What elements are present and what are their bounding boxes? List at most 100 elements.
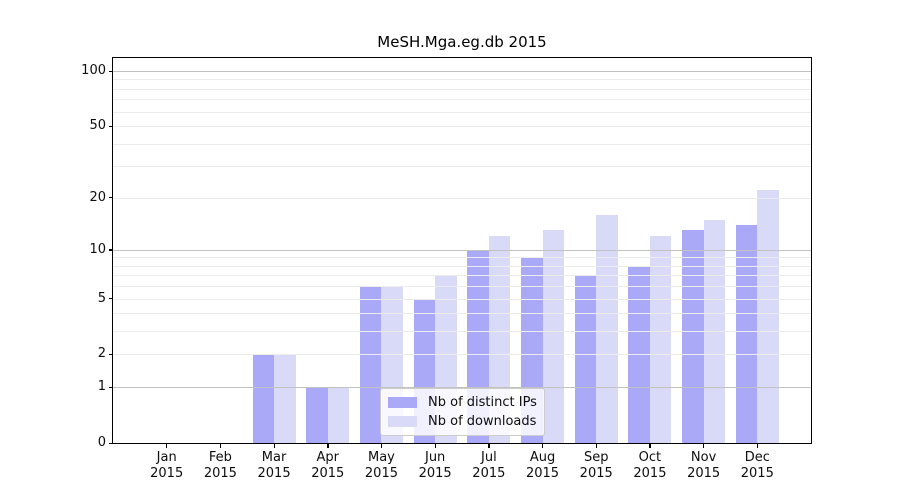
gridline-minor — [113, 88, 811, 90]
x-tick-label-year: 2015 — [257, 465, 291, 481]
gridline-minor — [113, 331, 811, 333]
bar-nb-of-distinct-ips — [574, 275, 597, 443]
legend-label-distinct-ips: Nb of distinct IPs — [428, 395, 537, 410]
gridline-minor — [113, 257, 811, 259]
x-tick-mark — [649, 443, 651, 448]
gridline-minor — [113, 313, 811, 315]
y-tick-label: 1 — [97, 379, 106, 395]
x-tick-mark — [380, 443, 383, 448]
legend-entry-downloads: Nb of downloads — [388, 414, 544, 429]
x-tick-label-month: Nov — [690, 450, 717, 465]
x-tick-label-year: 2015 — [687, 465, 721, 481]
y-tick-mark — [108, 249, 113, 251]
x-tick-label-month: May — [368, 450, 395, 465]
x-tick-label-year: 2015 — [579, 465, 613, 481]
x-tick-label: Jun 2015 — [392, 450, 478, 481]
gridline-minor — [113, 275, 811, 277]
legend-entry-distinct-ips: Nb of distinct IPs — [388, 395, 544, 410]
x-tick-label-year: 2015 — [472, 465, 506, 481]
chart-title: MeSH.Mga.eg.db 2015 — [377, 33, 547, 51]
gridline-minor — [113, 265, 811, 267]
x-tick-label: May 2015 — [338, 450, 424, 481]
x-tick-label-month: Jul — [481, 450, 497, 465]
gridline-major — [113, 387, 811, 389]
bar-nb-of-downloads — [274, 354, 296, 443]
x-tick-label-year: 2015 — [740, 465, 774, 481]
y-tick-mark — [108, 197, 113, 199]
bar-nb-of-distinct-ips — [735, 224, 758, 443]
y-tick-mark — [108, 298, 113, 300]
y-tick-label: 10 — [89, 241, 106, 257]
x-tick-mark — [219, 443, 222, 448]
legend-swatch-distinct-ips — [388, 397, 417, 408]
x-tick-label-year: 2015 — [150, 465, 184, 481]
x-tick-label: Sep 2015 — [553, 450, 639, 481]
x-tick-mark — [542, 443, 544, 448]
x-tick-mark — [273, 443, 275, 448]
bar-nb-of-distinct-ips — [306, 387, 328, 443]
gridline-minor — [113, 166, 811, 168]
y-tick-label: 2 — [97, 346, 106, 362]
x-tick-label-year: 2015 — [203, 465, 237, 481]
bar-nb-of-distinct-ips — [682, 230, 704, 443]
x-tick-label: Dec 2015 — [714, 450, 800, 481]
y-tick-mark — [108, 125, 113, 127]
gridline-minor — [113, 286, 811, 288]
y-tick-label: 0 — [97, 435, 106, 450]
bar-nb-of-distinct-ips — [252, 354, 275, 443]
bar-nb-of-downloads — [327, 387, 350, 443]
x-tick-mark — [703, 443, 705, 448]
y-tick-label: 20 — [89, 189, 106, 205]
y-tick-mark — [108, 353, 113, 356]
legend-label-downloads: Nb of downloads — [428, 414, 537, 429]
gridline-minor — [113, 79, 811, 81]
x-tick-label-month: Aug — [529, 450, 556, 465]
x-tick-mark — [434, 443, 436, 448]
bar-nb-of-downloads — [757, 190, 779, 443]
gridline-minor — [113, 143, 811, 145]
gridline-major — [113, 71, 811, 72]
x-tick-label: Mar 2015 — [231, 450, 317, 481]
x-tick-label-month: Feb — [208, 450, 232, 465]
x-tick-label-year: 2015 — [418, 465, 452, 481]
plot-area — [108, 58, 811, 448]
gridline-minor — [113, 298, 811, 300]
x-tick-label-month: Oct — [638, 450, 662, 465]
y-tick-mark — [108, 442, 113, 444]
x-tick-mark — [327, 443, 329, 448]
x-tick-label: Jul 2015 — [446, 450, 532, 481]
x-tick-label-month: Apr — [316, 450, 340, 465]
x-tick-label: Oct 2015 — [607, 450, 693, 481]
gridline-minor — [113, 354, 811, 356]
x-tick-label-month: Mar — [261, 450, 287, 465]
x-tick-label: Aug 2015 — [500, 450, 586, 481]
x-tick-label: Nov 2015 — [661, 450, 747, 481]
gridline-minor — [113, 99, 811, 101]
y-tick-label: 100 — [81, 63, 106, 78]
x-tick-label-month: Sep — [583, 450, 609, 465]
bar-nb-of-downloads — [542, 230, 564, 443]
x-tick-mark — [756, 443, 759, 448]
x-tick-label-year: 2015 — [311, 465, 345, 481]
x-tick-mark — [595, 443, 598, 448]
x-tick-mark — [166, 443, 168, 448]
gridline-minor — [113, 197, 811, 199]
x-tick-label: Jan 2015 — [124, 450, 210, 481]
gridline-major — [113, 249, 811, 251]
legend: Nb of distinct IPs Nb of downloads — [380, 388, 545, 436]
gridline-minor — [113, 111, 811, 113]
x-tick-label: Apr 2015 — [285, 450, 371, 481]
y-tick-mark — [108, 386, 113, 388]
bar-nb-of-downloads — [649, 236, 672, 443]
legend-swatch-downloads — [388, 416, 417, 427]
x-tick-label-year: 2015 — [525, 465, 560, 481]
y-tick-mark — [108, 70, 113, 72]
x-tick-label-year: 2015 — [633, 465, 667, 481]
gridline-minor — [113, 126, 811, 128]
y-tick-label: 5 — [97, 290, 106, 306]
x-tick-label-month: Jun — [424, 450, 446, 465]
x-tick-label-year: 2015 — [364, 465, 398, 481]
bar-nb-of-distinct-ips — [359, 286, 382, 443]
bar-nb-of-downloads — [596, 214, 618, 443]
